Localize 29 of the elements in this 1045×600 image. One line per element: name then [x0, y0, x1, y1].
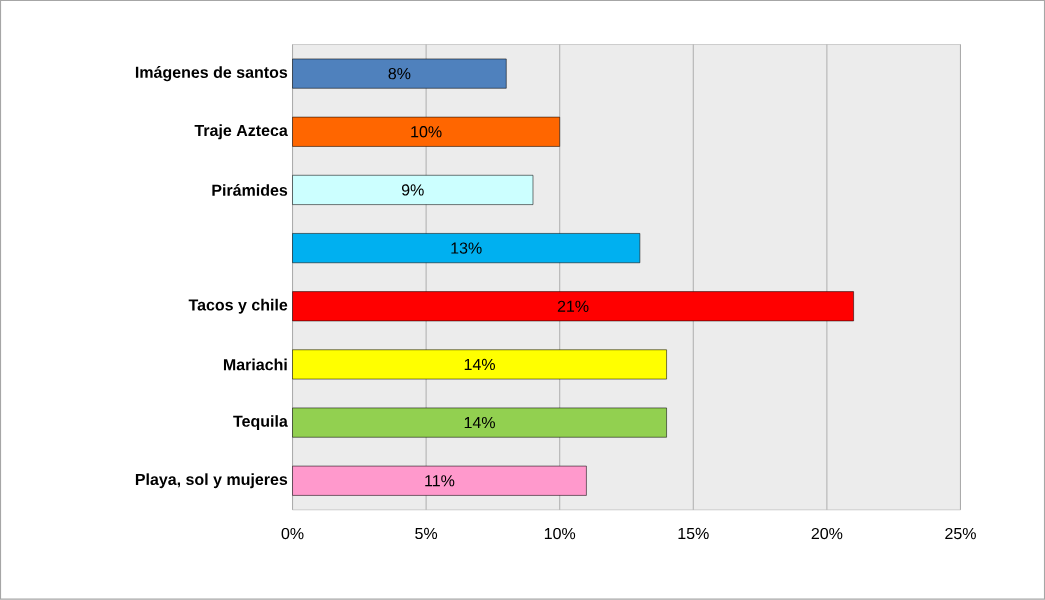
- data-label: 14%: [464, 417, 495, 429]
- x-tick-label: 20%: [811, 528, 843, 540]
- bar: [292, 233, 641, 264]
- y-tick-label: Tacos y chile: [188, 298, 288, 314]
- y-tick-label: Traje Azteca: [194, 124, 288, 140]
- data-label: 9%: [401, 184, 424, 196]
- y-tick-label: Tequila: [233, 415, 288, 431]
- y-tick-label: Pirámides: [212, 184, 288, 197]
- data-label: 10%: [411, 126, 442, 138]
- x-tick-label: 25%: [945, 528, 976, 540]
- bar: [292, 291, 854, 322]
- bar: [292, 465, 587, 496]
- bar: [292, 58, 507, 89]
- y-tick-label: Mariachi: [223, 358, 287, 371]
- data-label: 8%: [388, 68, 411, 80]
- bar: [292, 349, 667, 380]
- data-label: 14%: [464, 358, 495, 371]
- data-label: 21%: [557, 300, 589, 313]
- x-tick-label: 10%: [544, 528, 576, 540]
- bar: [292, 175, 534, 206]
- data-label: 13%: [451, 242, 482, 254]
- x-tick-label: 5%: [415, 528, 438, 540]
- y-tick-label: Imágenes de santos: [135, 66, 288, 82]
- y-tick-label: Playa, sol y mujeres: [135, 473, 288, 489]
- data-label: 11%: [425, 475, 455, 487]
- bar: [292, 407, 667, 438]
- x-tick-label: 0%: [281, 528, 304, 540]
- x-tick-label: 15%: [678, 528, 709, 540]
- bar: [292, 117, 560, 147]
